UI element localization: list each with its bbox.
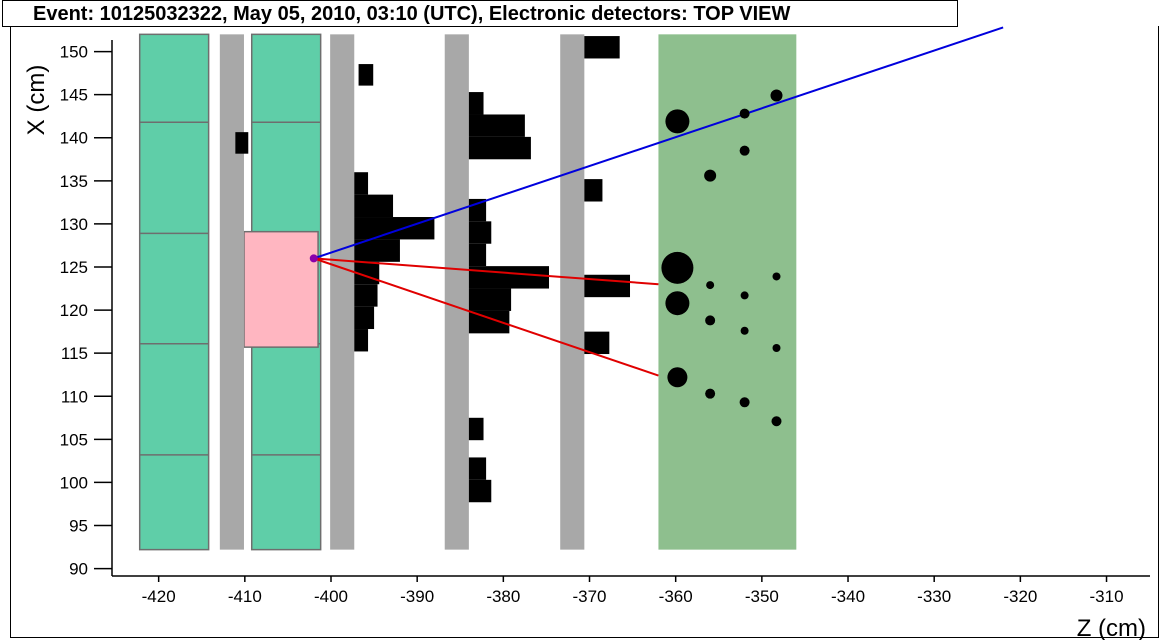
detector-hit	[468, 243, 487, 267]
y-tick-label: 110	[61, 387, 88, 406]
hit-dot	[739, 397, 750, 408]
detector-hit	[584, 179, 603, 202]
detector-hit	[354, 329, 369, 352]
y-tick-label: 120	[60, 301, 88, 320]
gray-tracker-plane	[560, 34, 585, 550]
hit-dot	[705, 315, 716, 326]
hit-dot	[771, 416, 782, 427]
hit-dot	[706, 281, 715, 290]
y-axis-label: X (cm)	[23, 65, 50, 136]
detector-hit	[468, 479, 492, 503]
x-tick-label: -350	[745, 587, 779, 606]
detector-hit	[584, 331, 610, 355]
blue-track-line	[313, 26, 1004, 260]
gray-tracker-plane	[219, 34, 244, 550]
teal-module-column	[138, 33, 210, 551]
pink-brick	[243, 230, 319, 348]
detector-hit	[468, 310, 510, 334]
x-tick-label: -380	[486, 587, 520, 606]
hit-dot	[667, 367, 688, 388]
detector-hit	[468, 92, 484, 115]
detector-hit	[354, 194, 394, 218]
y-tick-label: 105	[60, 430, 88, 449]
x-tick-label: -390	[400, 587, 434, 606]
x-tick-label: -320	[1003, 587, 1037, 606]
x-tick-label: -360	[659, 587, 693, 606]
gray-tracker-plane	[330, 34, 355, 550]
hit-dot	[772, 343, 781, 352]
detector-hit	[468, 288, 512, 311]
detector-hit	[468, 114, 525, 137]
x-tick-label: -400	[314, 587, 348, 606]
hit-dot	[772, 272, 781, 281]
detector-hit	[235, 132, 249, 154]
y-tick-label: 90	[69, 560, 88, 579]
x-tick-label: -420	[142, 587, 176, 606]
x-tick-label: -330	[917, 587, 951, 606]
y-tick-label: 100	[60, 473, 88, 492]
hit-dot	[665, 109, 690, 134]
hit-dot	[665, 291, 690, 316]
detector-hit	[354, 217, 435, 240]
vertex-point	[309, 254, 318, 263]
red-track-line	[313, 257, 659, 377]
x-tick-label: -340	[831, 587, 865, 606]
detector-hit	[358, 64, 374, 86]
detector-hit	[354, 172, 369, 195]
x-axis-label: Z (cm)	[1077, 615, 1146, 640]
y-tick-label: 135	[60, 172, 88, 191]
detector-hit	[354, 306, 375, 330]
hit-dot	[739, 108, 750, 119]
y-tick-label: 125	[60, 258, 88, 277]
detector-hit	[468, 417, 484, 441]
detector-hit	[584, 274, 631, 298]
hit-dot	[740, 291, 749, 300]
hit-dot	[705, 388, 716, 399]
hit-dot	[740, 326, 749, 335]
x-tick-label: -410	[228, 587, 262, 606]
detector-hit	[354, 239, 400, 262]
y-tick-label: 95	[69, 517, 88, 536]
event-title: Event: 10125032322, May 05, 2010, 03:10 …	[2, 0, 958, 27]
hit-dot	[739, 145, 750, 156]
x-tick-label: -370	[572, 587, 606, 606]
hit-dot	[661, 251, 694, 284]
plot-frame	[10, 26, 1159, 638]
gray-tracker-plane	[444, 34, 469, 550]
detector-hit	[584, 36, 620, 59]
y-tick-label: 150	[60, 43, 88, 62]
y-tick-label: 130	[60, 215, 88, 234]
detector-hit	[354, 284, 378, 307]
hit-dot	[770, 89, 783, 102]
y-tick-label: 145	[60, 86, 88, 105]
x-tick-label: -310	[1090, 587, 1124, 606]
detector-hit	[468, 136, 531, 160]
detector-hit	[468, 266, 550, 289]
detector-hit	[468, 221, 492, 244]
red-track-line	[313, 257, 659, 286]
y-tick-label: 140	[60, 129, 88, 148]
detector-hit	[468, 457, 487, 480]
hit-dot	[704, 169, 717, 182]
y-tick-label: 115	[61, 344, 88, 363]
